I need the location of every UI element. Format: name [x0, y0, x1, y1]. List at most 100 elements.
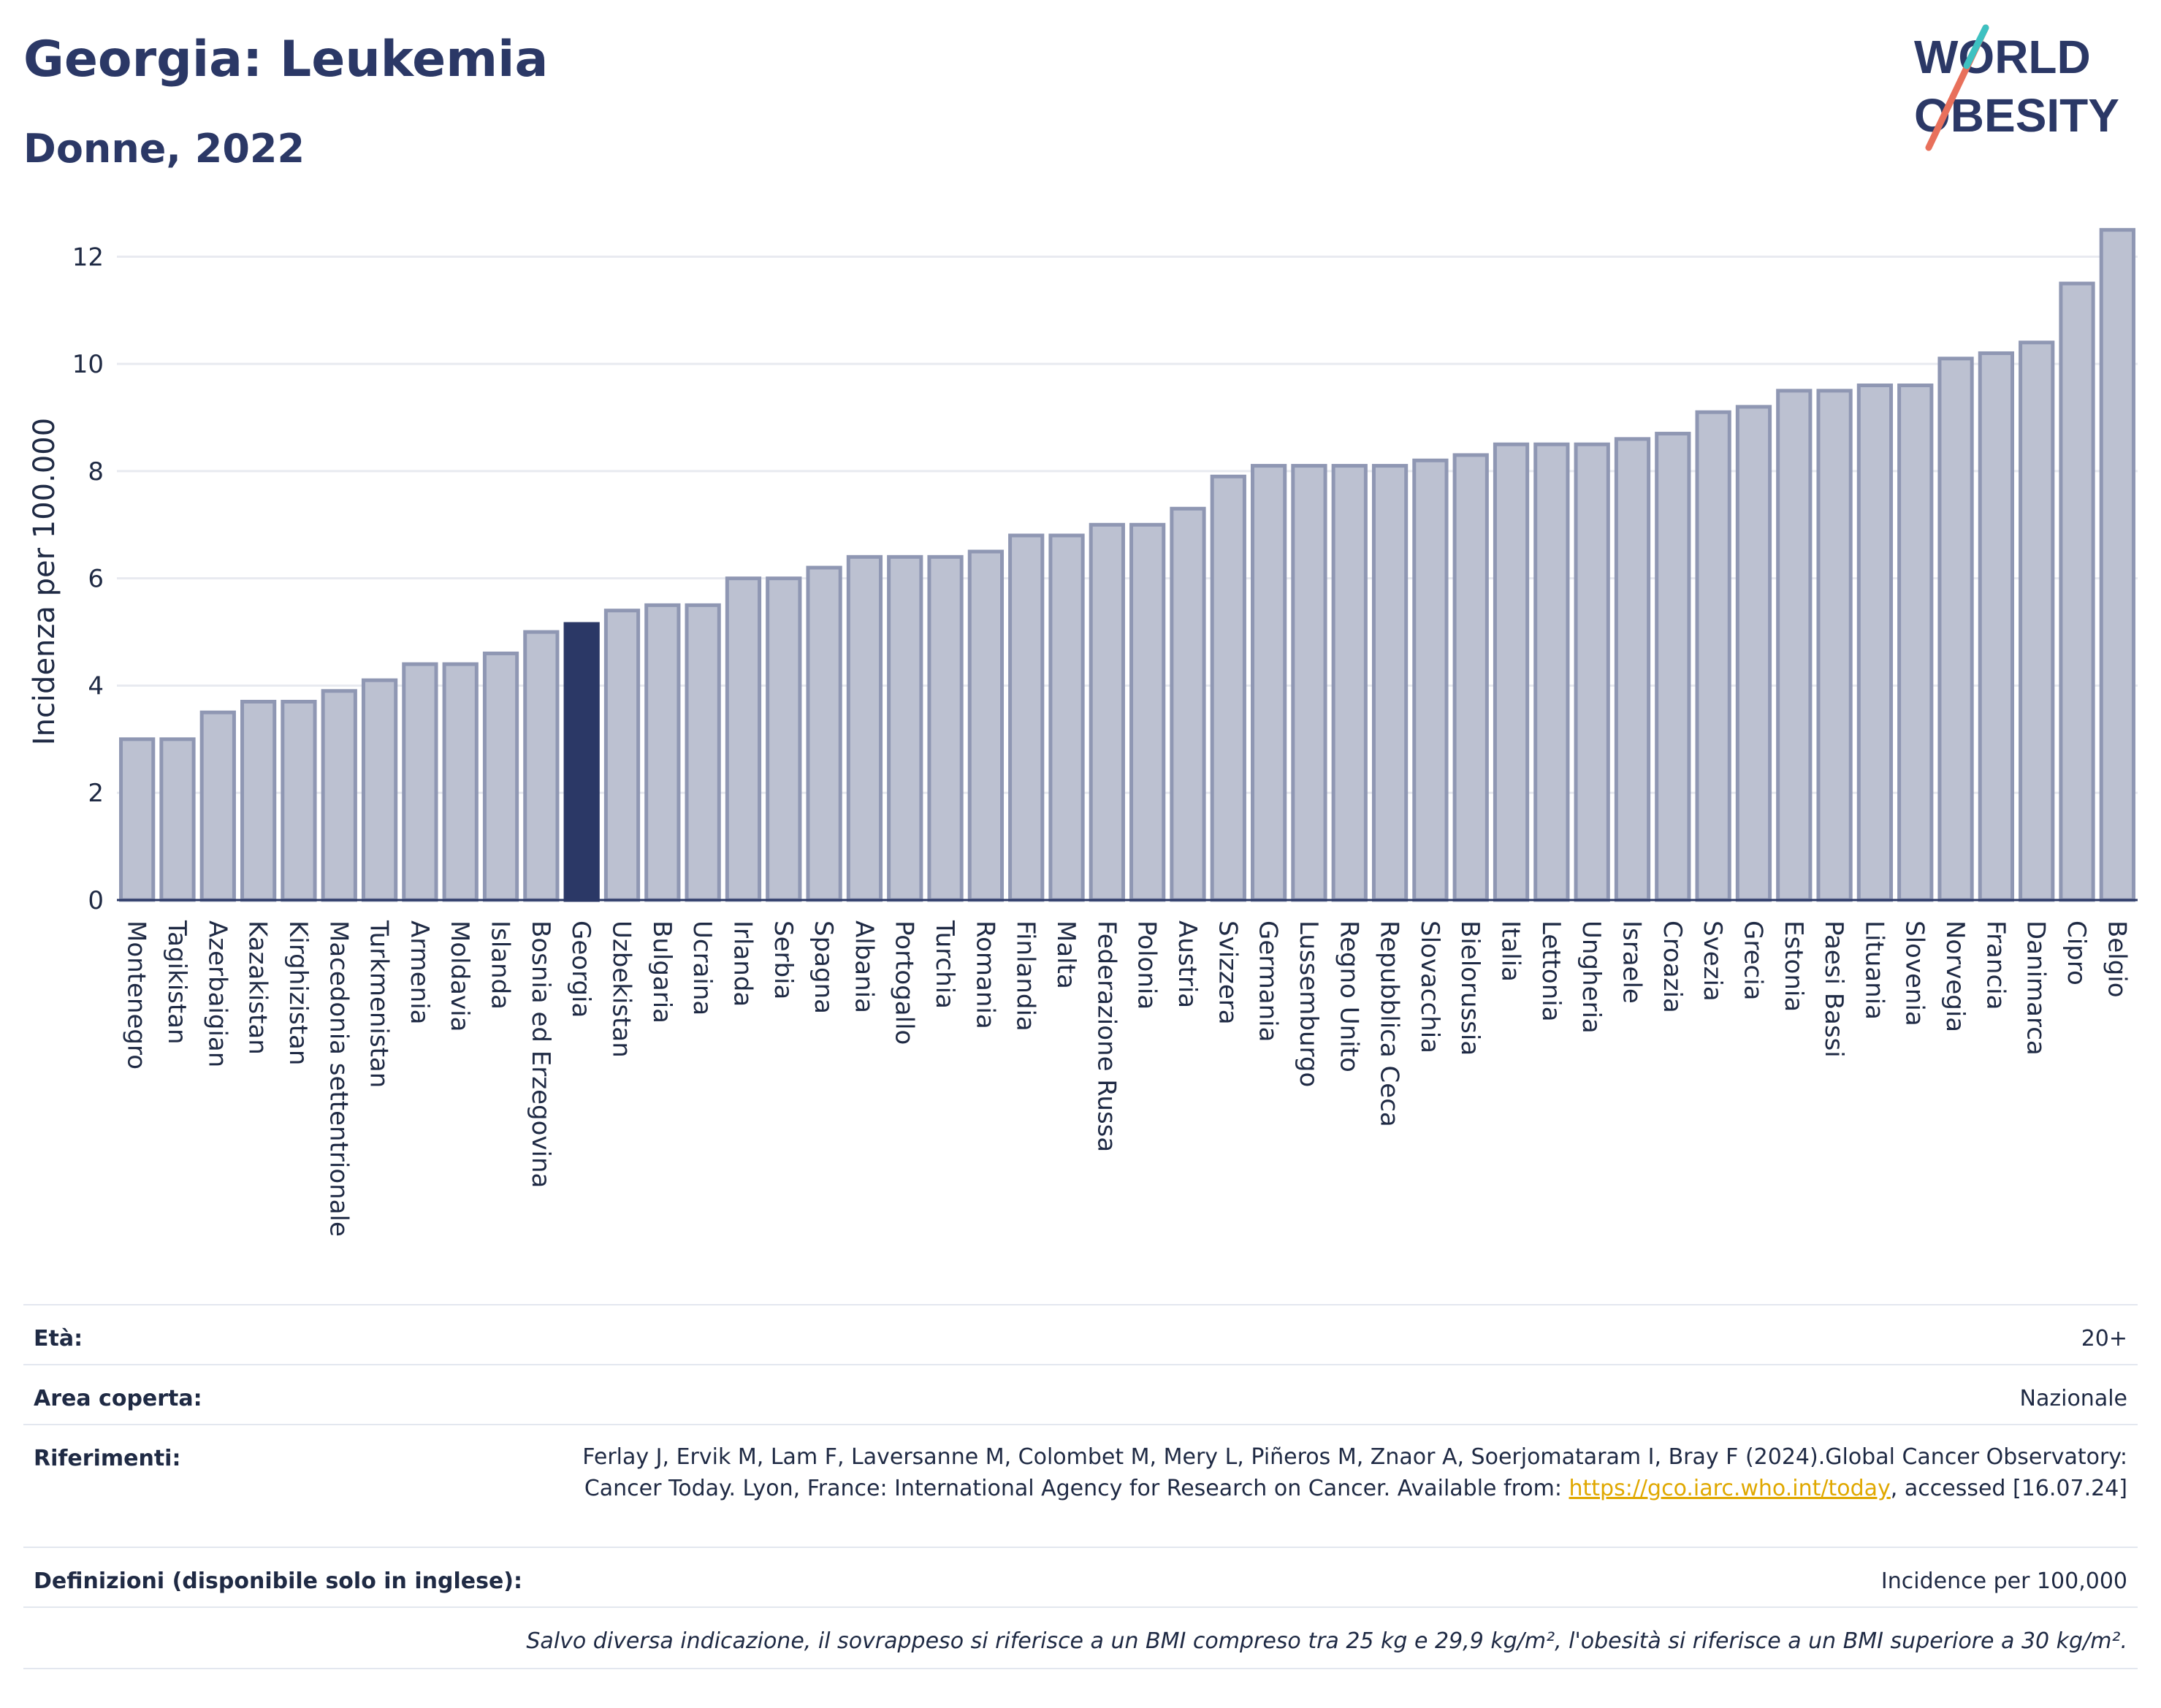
bar-estonia	[1776, 389, 1813, 902]
x-tick-label: Croazia	[1658, 920, 1687, 1013]
bar-norvegia	[1937, 357, 1974, 902]
y-tick-label: 0	[88, 886, 104, 915]
bar-paesi-bassi	[1816, 389, 1853, 902]
x-tick-label: Islanda	[486, 920, 515, 1010]
bar-moldavia	[442, 662, 479, 902]
bar-finlandia	[1008, 533, 1045, 902]
x-tick-label: Israele	[1617, 920, 1647, 1004]
age-value: 20+	[2081, 1326, 2127, 1351]
x-tick-label: Montenegro	[122, 920, 151, 1070]
bar-ungheria	[1574, 442, 1610, 902]
references-link[interactable]: https://gco.iarc.who.int/today	[1569, 1476, 1891, 1501]
x-tick-label: Macedonia settentrionale	[324, 920, 353, 1237]
info-row-age: Età: 20+	[23, 1304, 2138, 1365]
bar-lettonia	[1533, 442, 1570, 902]
bar-uzbekistan	[603, 609, 641, 902]
bar-austria	[1170, 506, 1206, 902]
bar-armenia	[402, 662, 438, 902]
bar-turkmenistan	[361, 678, 398, 902]
bar-svizzera	[1210, 474, 1246, 902]
x-tick-label: Belgio	[2102, 920, 2131, 998]
x-tick-label: Ungheria	[1577, 920, 1606, 1034]
x-tick-label: Bosnia ed Erzegovina	[526, 920, 555, 1188]
bar-danimarca	[2019, 340, 2055, 902]
x-tick-label: Paesi Bassi	[1819, 920, 1848, 1058]
bar-portogallo	[887, 554, 923, 902]
references-value: Ferlay J, Ervik M, Lam F, Laversanne M, …	[557, 1441, 2127, 1504]
y-tick-label: 8	[88, 457, 104, 487]
bar-turchia	[927, 554, 964, 902]
x-tick-label: Lettonia	[1536, 920, 1566, 1022]
x-tick-label: Cipro	[2062, 920, 2091, 985]
x-tick-label: Repubblica Ceca	[1375, 920, 1404, 1127]
x-tick-label: Albania	[849, 920, 878, 1013]
x-tick-labels: Montenegro Tagikistan Azerbaigian Kazakista…	[122, 920, 2132, 1237]
bar-islanda	[482, 651, 519, 902]
bar-montenegro	[119, 737, 156, 902]
x-tick-label: Federazione Russa	[1091, 920, 1121, 1152]
bar-slovacchia	[1412, 458, 1449, 902]
x-tick-label: Norvegia	[1940, 920, 1970, 1032]
y-tick-label: 2	[88, 779, 104, 808]
x-tick-label: Estonia	[1779, 920, 1808, 1012]
x-tick-label: Slovacchia	[1415, 920, 1444, 1053]
x-tick-label: Danimarca	[2021, 920, 2051, 1056]
references-accessed: , accessed [16.07.24]	[1890, 1476, 2127, 1501]
bar-italia	[1493, 442, 1530, 902]
x-tick-label: Irlanda	[728, 920, 757, 1007]
x-tick-label: Svizzera	[1213, 920, 1242, 1025]
y-tick-label: 10	[72, 350, 104, 379]
bars	[119, 228, 2135, 902]
x-tick-label: Kazakistan	[243, 920, 272, 1055]
x-tick-label: Regno Unito	[1334, 920, 1363, 1072]
world-obesity-logo: WORLD OBESITY	[1914, 24, 2119, 151]
x-tick-label: Serbia	[769, 920, 798, 999]
bar-croazia	[1655, 432, 1691, 902]
bar-lituania	[1856, 383, 1894, 902]
bar-macedonia-settentrionale	[321, 689, 357, 902]
bmi-note: Salvo diversa indicazione, il sovrappeso…	[526, 1628, 2127, 1654]
x-tick-label: Bielorussia	[1455, 920, 1485, 1056]
bar-regno-unito	[1331, 464, 1368, 902]
logo-slash-teal	[1963, 24, 1989, 69]
bar-francia	[1978, 351, 2015, 902]
bar-grecia	[1735, 405, 1772, 902]
y-axis-label: Incidenza per 100.000	[28, 418, 61, 745]
y-tick-labels: 0 2 4 6 8 10 12	[72, 243, 104, 915]
bar-germania	[1250, 464, 1287, 902]
definitions-label: Definizioni (disponibile solo in inglese…	[34, 1568, 522, 1594]
logo-line2: OBESITY	[1914, 89, 2119, 142]
x-tick-label: Slovenia	[1900, 920, 1929, 1026]
x-tick-label: Turchia	[930, 920, 959, 1009]
info-row-area: Area coperta: Nazionale	[23, 1364, 2138, 1425]
page-subtitle: Donne, 2022	[23, 126, 305, 172]
y-tick-label: 4	[88, 671, 104, 701]
bar-georgia	[563, 622, 600, 902]
x-tick-label: Lussemburgo	[1294, 920, 1323, 1087]
x-tick-label: Bulgaria	[647, 920, 676, 1023]
x-tick-label: Turkmenistan	[365, 920, 394, 1088]
area-value: Nazionale	[2019, 1386, 2127, 1411]
x-tick-label: Portogallo	[890, 920, 919, 1045]
x-tick-label: Germania	[1254, 920, 1283, 1042]
bar-kazakistan	[240, 699, 277, 902]
x-tick-label: Finlandia	[1011, 920, 1040, 1032]
bar-malta	[1048, 533, 1085, 902]
area-label: Area coperta:	[34, 1386, 202, 1411]
x-tick-label: Tagikistan	[162, 920, 191, 1045]
x-tick-label: Austria	[1173, 920, 1202, 1008]
bar-ucraina	[685, 603, 721, 902]
bar-kirghizistan	[281, 699, 317, 902]
bar-chart: 0 2 4 6 8 10 12 Montenegro Tagikistan Azerbaigia…	[28, 228, 2138, 1237]
bar-lussemburgo	[1291, 464, 1327, 902]
info-row-definitions: Definizioni (disponibile solo in inglese…	[23, 1547, 2138, 1608]
x-tick-label: Azerbaigian	[202, 920, 232, 1067]
references-text: Ferlay J, Ervik M, Lam F, Laversanne M, …	[582, 1444, 2127, 1501]
y-tick-label: 12	[72, 243, 104, 272]
definitions-value: Incidence per 100,000	[1880, 1568, 2127, 1594]
bar-bulgaria	[644, 603, 681, 902]
x-tick-label: Malta	[1051, 920, 1080, 989]
x-tick-label: Moldavia	[445, 920, 474, 1032]
page-title: Georgia: Leukemia	[23, 31, 549, 88]
x-tick-label: Francia	[1981, 920, 2010, 1010]
